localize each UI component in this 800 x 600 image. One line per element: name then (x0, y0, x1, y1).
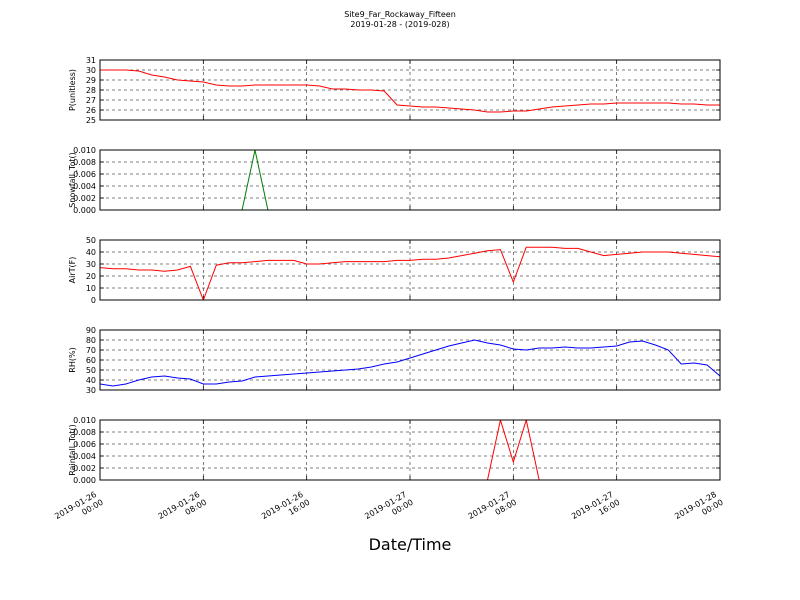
series-line (100, 339, 720, 387)
y-tick-label: 0 (91, 296, 96, 305)
y-tick-label: 0.010 (73, 146, 96, 155)
y-tick-label: 0.008 (73, 428, 96, 437)
y-tick-label: 0.002 (73, 464, 96, 473)
y-tick-label: 90 (86, 326, 96, 335)
y-tick-label: 29 (86, 76, 96, 85)
y-tick-label: 30 (86, 386, 96, 395)
x-tick-label: 2019-01-2716:00 (570, 489, 622, 530)
y-tick-label: 0.008 (73, 158, 96, 167)
axes-frame (99, 329, 721, 391)
y-axis-label: Snowfall_Tot() (68, 152, 77, 208)
y-axis-label: AirT(F) (68, 257, 77, 284)
y-tick-label: 70 (86, 346, 96, 355)
y-tick-label: 0.000 (73, 206, 96, 215)
y-tick-label: 0.006 (73, 440, 96, 449)
y-tick-label: 50 (86, 366, 96, 375)
y-tick-label: 80 (86, 336, 96, 345)
x-tick-label: 2019-01-2708:00 (467, 489, 519, 530)
y-tick-label: 30 (86, 66, 96, 75)
y-axis-label: RH(%) (68, 347, 77, 372)
axes-frame (99, 59, 721, 121)
figure-title: Site9_Far_Rockaway_Fifteen (344, 10, 456, 19)
series-line (100, 246, 720, 300)
y-tick-label: 0.002 (73, 194, 96, 203)
subplot: 0.000 0.002 0.004 0.006 0.008 0.010Snowfall_T… (68, 146, 721, 215)
x-tick-label: 2019-01-2800:00 (673, 489, 725, 530)
x-tick-label: 2019-01-2700:00 (363, 489, 415, 530)
subplot: 0.000 0.002 0.004 0.006 0.008 0.010 2019-01-26… (53, 416, 725, 554)
y-tick-label: 50 (86, 236, 96, 245)
y-tick-label: 26 (86, 106, 96, 115)
y-tick-label: 25 (86, 116, 96, 125)
x-axis-label: Date/Time (369, 535, 452, 554)
y-tick-label: 28 (86, 86, 96, 95)
y-tick-label: 27 (86, 96, 96, 105)
x-tick-label: 2019-01-2600:00 (53, 489, 105, 530)
y-tick-label: 0.000 (73, 476, 96, 485)
y-tick-label: 0.006 (73, 170, 96, 179)
y-tick-label: 30 (86, 260, 96, 269)
y-tick-label: 0.004 (73, 452, 96, 461)
y-tick-label: 60 (86, 356, 96, 365)
y-tick-label: 40 (86, 376, 96, 385)
figure-subtitle: 2019-01-28 - (2019-028) (350, 20, 449, 29)
y-axis-label: Rainfall_Tot() (68, 424, 77, 476)
series-line (100, 69, 720, 113)
y-axis-label: P(unitless) (68, 69, 77, 111)
axes-frame (99, 239, 721, 301)
subplot: 0 10 20 30 40 50 AirT(F) (68, 236, 721, 305)
y-tick-label: 0.010 (73, 416, 96, 425)
axes-frame (99, 419, 721, 481)
y-tick-label: 31 (86, 56, 96, 65)
y-tick-label: 40 (86, 248, 96, 257)
x-tick-label: 2019-01-2616:00 (260, 489, 312, 530)
x-tick-label: 2019-01-2608:00 (157, 489, 209, 530)
y-tick-label: 20 (86, 272, 96, 281)
axes-frame (99, 149, 721, 211)
y-tick-label: 0.004 (73, 182, 96, 191)
y-tick-label: 10 (86, 284, 96, 293)
